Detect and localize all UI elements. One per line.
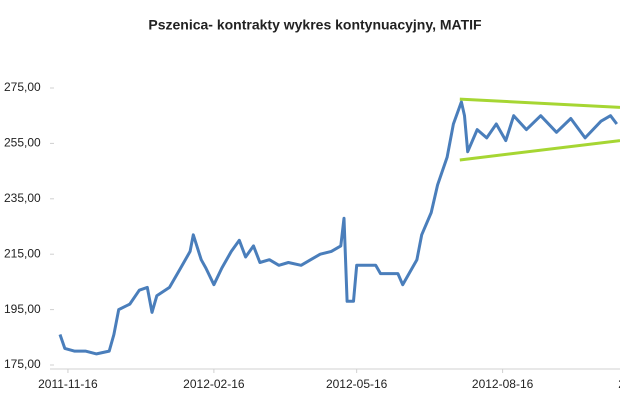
x-tick-label: 2012-02-16: [183, 377, 245, 391]
y-tick-label: 275,00: [4, 80, 41, 94]
y-tick-label: 195,00: [4, 302, 41, 316]
trend-line: [459, 139, 620, 162]
y-tick-label: 175,00: [4, 357, 41, 371]
x-tick-label: 2011-11-16: [38, 377, 98, 391]
y-tick-label: 255,00: [4, 136, 41, 150]
x-tick-label: 2012-08-16: [472, 377, 534, 391]
data-line: [58, 100, 618, 356]
trend-line: [459, 97, 620, 109]
x-tick-label: 2012-11-16: [618, 377, 620, 391]
y-tick-label: 215,00: [4, 246, 41, 260]
x-tick-label: 2012-05-16: [326, 377, 388, 391]
chart-title: Pszenica- kontrakty wykres kontynuacyjny…: [148, 17, 482, 33]
y-tick-label: 235,00: [4, 191, 41, 205]
